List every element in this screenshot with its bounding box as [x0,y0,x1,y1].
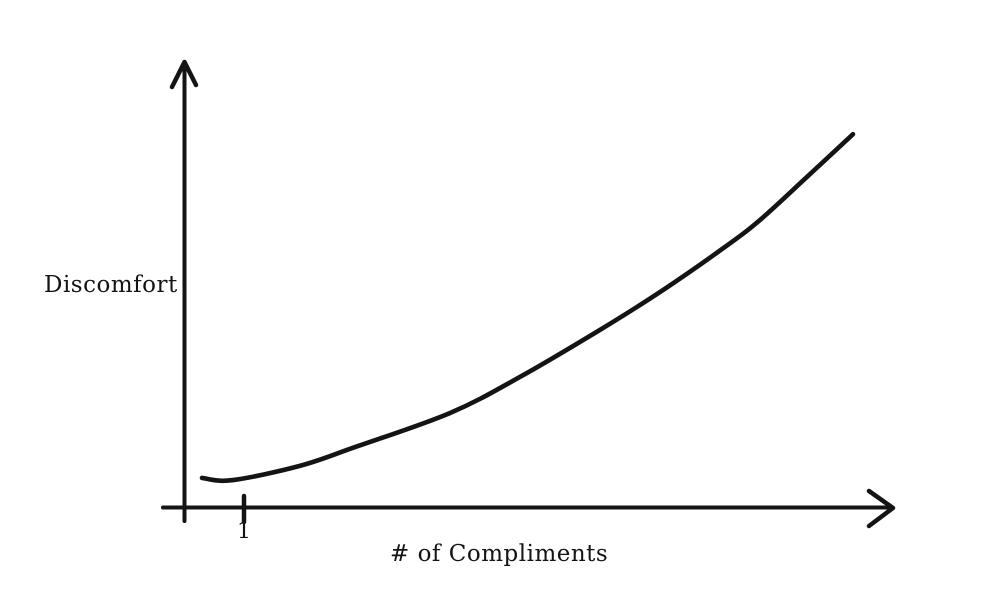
discomfort-curve [199,131,856,484]
x-axis-arrowhead-icon [866,488,896,529]
x-tick-label-1: 1 [237,519,251,544]
y-axis-label: Discomfort [44,272,178,298]
y-axis-arrowhead-icon [169,59,199,90]
x-axis-label: # of Compliments [390,541,609,567]
